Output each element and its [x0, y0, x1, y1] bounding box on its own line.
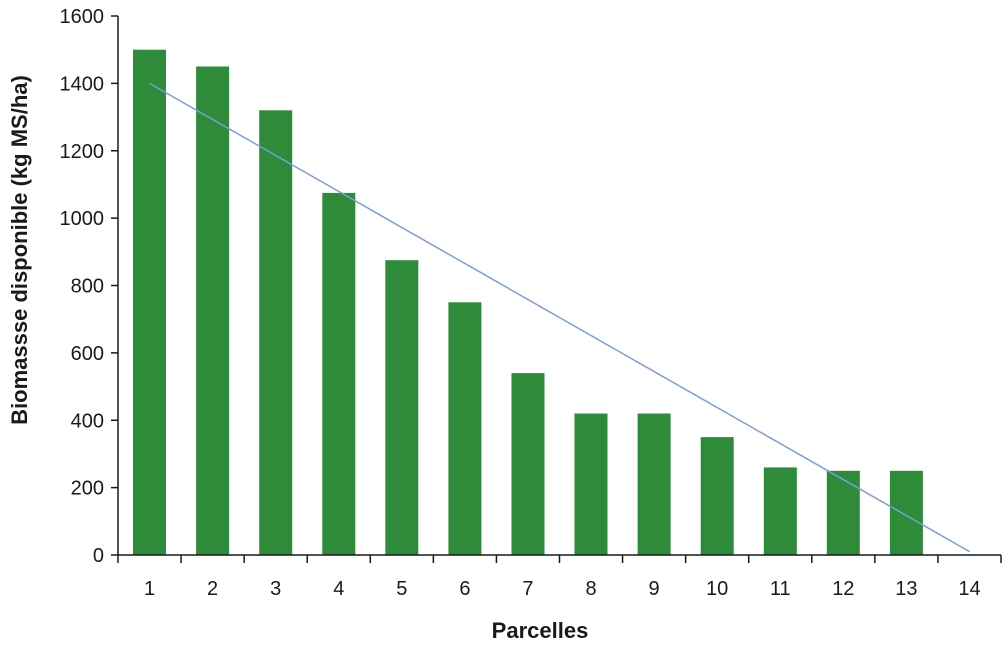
y-tick-label-400: 400 — [71, 410, 104, 432]
x-tick-label-2: 2 — [207, 578, 218, 600]
y-axis-title: Biomassse disponible (kg MS/ha) — [7, 75, 32, 425]
x-tick-label-9: 9 — [649, 578, 660, 600]
bar-1 — [133, 49, 166, 555]
y-tick-label-600: 600 — [71, 343, 104, 365]
bars-group — [133, 49, 923, 556]
bar-6 — [448, 302, 482, 555]
bar-13 — [889, 470, 923, 555]
x-tick-label-6: 6 — [459, 578, 470, 600]
trendline-group — [149, 82, 970, 553]
bar-4 — [322, 192, 356, 555]
bar-7 — [511, 373, 545, 555]
bar-9 — [637, 413, 671, 555]
bar-8 — [574, 413, 608, 555]
x-tick-label-7: 7 — [522, 578, 533, 600]
bar-2 — [196, 66, 230, 555]
x-tick-label-4: 4 — [333, 578, 344, 600]
x-tick-label-10: 10 — [706, 578, 728, 600]
y-tick-label-1200: 1200 — [60, 141, 105, 163]
axes-group — [117, 16, 1001, 556]
x-tick-label-14: 14 — [958, 578, 980, 600]
x-tick-label-3: 3 — [270, 578, 281, 600]
x-tick-label-11: 11 — [770, 578, 791, 600]
bar-12 — [826, 470, 860, 555]
bar-11 — [763, 467, 797, 555]
x-tick-label-5: 5 — [396, 578, 407, 600]
bar-3 — [259, 110, 293, 556]
trendline — [149, 82, 970, 553]
y-tick-label-0: 0 — [93, 545, 104, 567]
x-tick-label-12: 12 — [832, 578, 854, 600]
x-tick-label-13: 13 — [895, 578, 917, 600]
bar-10 — [700, 437, 734, 555]
y-tick-label-1600: 1600 — [60, 6, 105, 28]
x-axis-title: Parcelles — [492, 618, 589, 643]
y-tick-label-1400: 1400 — [60, 73, 105, 95]
y-tick-label-800: 800 — [71, 276, 104, 298]
y-tick-label-1000: 1000 — [60, 208, 105, 230]
x-tick-label-8: 8 — [585, 578, 596, 600]
y-tick-label-200: 200 — [71, 478, 104, 500]
x-tick-label-1: 1 — [144, 578, 155, 600]
bar-5 — [385, 260, 419, 555]
